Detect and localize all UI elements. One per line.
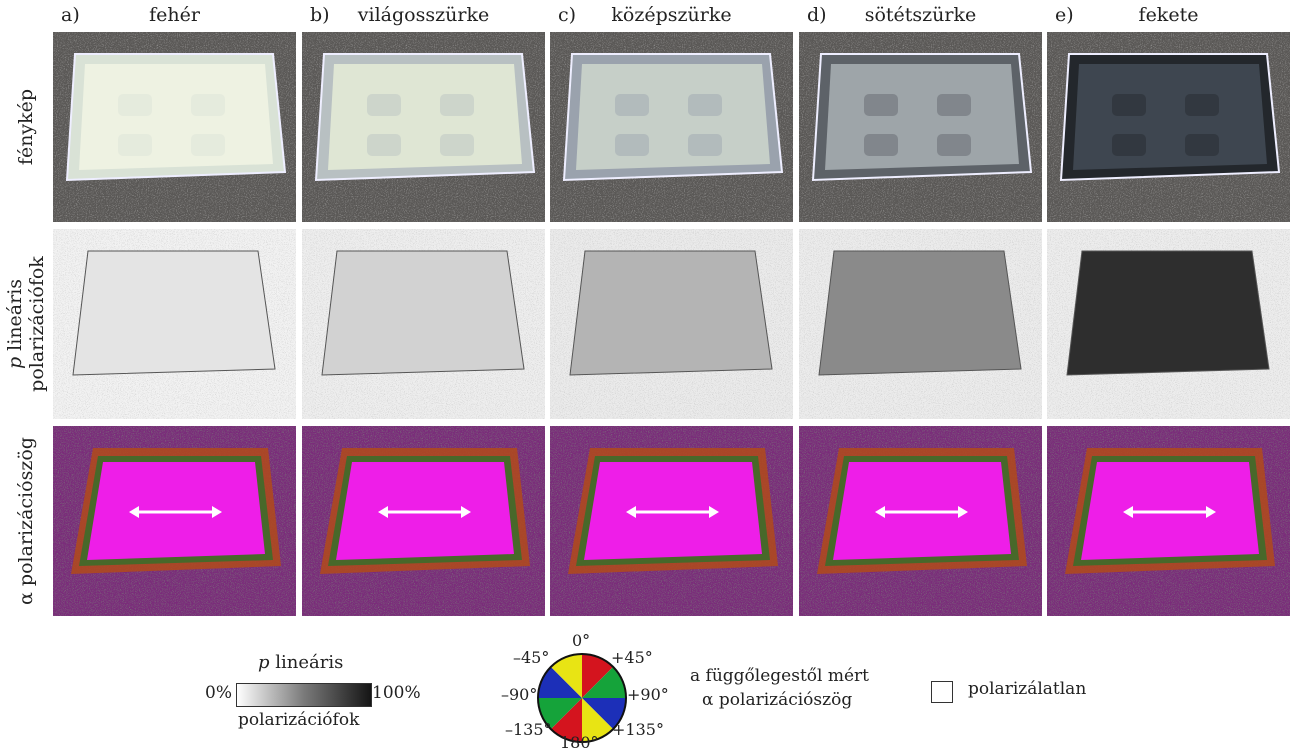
- angle-map: [1047, 426, 1290, 616]
- angle-label-bl: –135°: [505, 720, 552, 739]
- column-header: c) középszürke: [550, 4, 793, 28]
- angle-panel: [53, 426, 296, 616]
- row-label-angle: α polarizációszög: [15, 437, 37, 605]
- angle-map: [799, 426, 1042, 616]
- column-title: fekete: [1138, 4, 1199, 26]
- column-letter: e): [1055, 4, 1074, 26]
- degree-legend-bottom: polarizációfok: [238, 710, 360, 730]
- column-title: világosszürke: [357, 4, 490, 26]
- row-label-photo: fénykép: [15, 88, 38, 166]
- tray-photo: [550, 32, 793, 222]
- unpolarized-label: polarizálatlan: [968, 679, 1087, 699]
- angle-panel: [302, 426, 545, 616]
- row-label-degree: p lineáris polarizációfok: [4, 256, 48, 392]
- degree-legend-title: p lineáris: [258, 652, 344, 673]
- wheel-sector: [538, 698, 582, 730]
- column-header: b) világosszürke: [302, 4, 545, 28]
- degree-panel: [799, 229, 1042, 419]
- wheel-sector: [550, 654, 582, 698]
- angle-panel: [1047, 426, 1290, 616]
- photo-panel: [550, 32, 793, 222]
- angle-map: [53, 426, 296, 616]
- p-symbol: p: [4, 356, 26, 370]
- column-title: fehér: [149, 4, 200, 26]
- wheel-sector: [582, 666, 626, 698]
- degree-map: [302, 229, 545, 419]
- wheel-sector: [538, 666, 582, 698]
- photo-panel: [302, 32, 545, 222]
- column-letter: a): [61, 4, 80, 26]
- angle-panel: [550, 426, 793, 616]
- wheel-sector: [582, 654, 614, 698]
- tray-photo: [53, 32, 296, 222]
- angle-desc-line1: a függőlegestől mért: [690, 666, 869, 686]
- wheel-sector: [582, 698, 614, 742]
- degree-legend-min: 0%: [205, 683, 232, 703]
- angle-label-br: +135°: [612, 720, 664, 739]
- degree-map: [550, 229, 793, 419]
- tray-photo: [799, 32, 1042, 222]
- angle-map: [302, 426, 545, 616]
- degree-panel: [302, 229, 545, 419]
- degree-gradient-bar: [236, 683, 372, 707]
- degree-panel: [550, 229, 793, 419]
- angle-color-wheel: [537, 653, 627, 743]
- photo-panel: [799, 32, 1042, 222]
- unpolarized-swatch: [931, 681, 953, 703]
- wheel-sector: [550, 698, 582, 742]
- angle-label-tr: +45°: [611, 648, 653, 667]
- angle-map: [550, 426, 793, 616]
- degree-panel: [1047, 229, 1290, 419]
- column-title: középszürke: [611, 4, 732, 26]
- photo-panel: [1047, 32, 1290, 222]
- degree-panel: [53, 229, 296, 419]
- angle-label-bottom: 180°: [560, 733, 599, 752]
- degree-legend-max: 100%: [372, 683, 421, 703]
- column-letter: d): [807, 4, 827, 26]
- column-header: d) sötétszürke: [799, 4, 1042, 28]
- degree-map: [53, 229, 296, 419]
- degree-map: [1047, 229, 1290, 419]
- angle-desc-line2: α polarizációszög: [702, 690, 853, 710]
- angle-panel: [799, 426, 1042, 616]
- column-title: sötétszürke: [864, 4, 977, 26]
- angle-label-tl: –45°: [513, 648, 550, 667]
- tray-photo: [1047, 32, 1290, 222]
- tray-photo: [302, 32, 545, 222]
- column-header: a) fehér: [53, 4, 296, 28]
- angle-label-top: 0°: [572, 631, 591, 650]
- photo-panel: [53, 32, 296, 222]
- angle-label-left: –90°: [501, 685, 538, 704]
- degree-map: [799, 229, 1042, 419]
- angle-label-right: +90°: [627, 685, 669, 704]
- column-letter: b): [310, 4, 330, 26]
- wheel-sector: [582, 698, 626, 730]
- column-header: e) fekete: [1047, 4, 1290, 28]
- column-letter: c): [558, 4, 577, 26]
